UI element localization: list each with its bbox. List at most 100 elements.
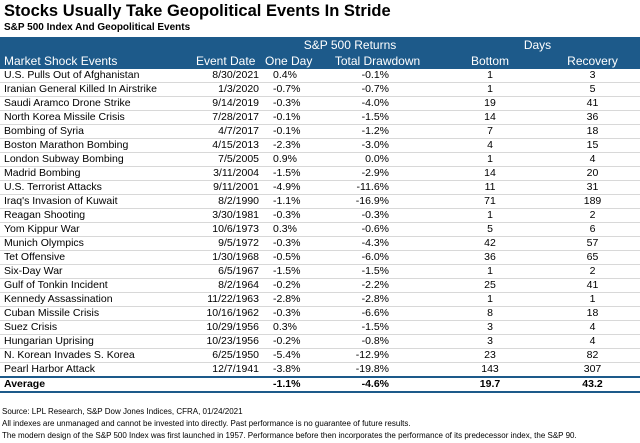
table-cell: Six-Day War (0, 264, 190, 279)
table-cell: -4.0% (320, 96, 436, 111)
table-cell: -0.3% (265, 236, 320, 251)
table-cell: -0.1% (265, 110, 320, 125)
table-cell: 3/30/1981 (190, 208, 265, 223)
table-row: Boston Marathon Bombing 4/15/2013 -2.3% -3.… (0, 138, 640, 153)
table-cell: Kennedy Assassination (0, 292, 190, 307)
column-header: Market Shock Events (0, 53, 190, 69)
average-row: Average -1.1% -4.6% 19.7 43.2 (0, 376, 640, 393)
table-cell: Iraq's Invasion of Kuwait (0, 194, 190, 209)
table-row: Madrid Bombing 3/11/2004 -1.5% -2.9% 14 20 (0, 166, 640, 181)
table-cell: 4/15/2013 (190, 138, 265, 153)
table-cell: 0.4% (265, 69, 320, 83)
table-cell: 36 (545, 110, 640, 125)
footnote: All indexes are unmanaged and cannot be … (2, 419, 411, 428)
average-cell: 19.7 (435, 376, 546, 393)
table-cell: Suez Crisis (0, 320, 190, 335)
table-cell: 1 (545, 292, 640, 307)
table-row: Pearl Harbor Attack 12/7/1941 -3.8% -19.8% 1… (0, 362, 640, 378)
table-cell: 9/14/2019 (190, 96, 265, 111)
table-row: Reagan Shooting 3/30/1981 -0.3% -0.3% 1 2 (0, 208, 640, 223)
table-cell: 7/28/2017 (190, 110, 265, 125)
table-cell: 14 (435, 166, 546, 181)
table-cell: -0.3% (265, 306, 320, 321)
table-cell: Bombing of Syria (0, 124, 190, 139)
table-cell: -0.2% (265, 278, 320, 293)
table-cell: 18 (545, 306, 640, 321)
average-cell: -1.1% (265, 376, 320, 393)
table-cell: -0.3% (265, 96, 320, 111)
table-cell: 1/30/1968 (190, 250, 265, 265)
table-cell: -1.5% (320, 264, 436, 279)
table-cell: 4 (545, 334, 640, 349)
header-cell (0, 37, 265, 53)
table-cell: 8/30/2021 (190, 69, 265, 83)
table-cell: Madrid Bombing (0, 166, 190, 181)
table-cell: 5 (545, 82, 640, 97)
average-cell: Average (0, 376, 265, 393)
table-cell: -2.9% (320, 166, 436, 181)
table-cell: 2 (545, 264, 640, 279)
table-cell: Cuban Missile Crisis (0, 306, 190, 321)
table-row: N. Korean Invades S. Korea 6/25/1950 -5.4%… (0, 348, 640, 363)
table-cell: 0.3% (265, 222, 320, 237)
table-row: London Subway Bombing 7/5/2005 0.9% 0.0% 1 4 (0, 152, 640, 167)
table-cell: 1/3/2020 (190, 82, 265, 97)
table-cell: -6.6% (320, 306, 436, 321)
table-cell: -0.2% (265, 334, 320, 349)
table-row: Tet Offensive 1/30/1968 -0.5% -6.0% 36 65 (0, 250, 640, 265)
table-cell: 1 (435, 152, 546, 167)
table-cell: Iranian General Killed In Airstrike (0, 82, 190, 97)
table-cell: 14 (435, 110, 546, 125)
table-cell: Hungarian Uprising (0, 334, 190, 349)
table-cell: 1 (435, 69, 546, 83)
table-row: Gulf of Tonkin Incident 8/2/1964 -0.2% -2.2… (0, 278, 640, 293)
table-cell: -2.2% (320, 278, 436, 293)
group-header: Days (435, 37, 640, 53)
table-cell: -1.5% (265, 166, 320, 181)
table-cell: -16.9% (320, 194, 436, 209)
column-header: Event Date (190, 53, 265, 69)
table-cell: -4.3% (320, 236, 436, 251)
table-cell: -4.9% (265, 180, 320, 195)
table-cell: 10/16/1962 (190, 306, 265, 321)
table-row: Kennedy Assassination 11/22/1963 -2.8% -2.8… (0, 292, 640, 307)
table-cell: 1 (435, 208, 546, 223)
table-cell: -2.8% (320, 292, 436, 307)
table-cell: 25 (435, 278, 546, 293)
table-cell: -1.5% (320, 320, 436, 335)
table-cell: -0.1% (265, 124, 320, 139)
table-cell: 41 (545, 96, 640, 111)
table-cell: Munich Olympics (0, 236, 190, 251)
table-cell: 71 (435, 194, 546, 209)
table-cell: 10/23/1956 (190, 334, 265, 349)
table-row: U.S. Pulls Out of Afghanistan 8/30/2021 0.… (0, 69, 640, 83)
header-row: Market Shock Events Event Date One Day Tota… (0, 53, 640, 69)
table-cell: North Korea Missile Crisis (0, 110, 190, 125)
table-cell: 8/2/1990 (190, 194, 265, 209)
column-header: One Day (265, 53, 320, 69)
table-cell: 143 (435, 362, 546, 378)
table-row: Suez Crisis 10/29/1956 0.3% -1.5% 3 4 (0, 320, 640, 335)
table-cell: -0.7% (320, 82, 436, 97)
table-cell: London Subway Bombing (0, 152, 190, 167)
table-cell: 20 (545, 166, 640, 181)
table-cell: 42 (435, 236, 546, 251)
table-cell: U.S. Pulls Out of Afghanistan (0, 69, 190, 83)
table-cell: 189 (545, 194, 640, 209)
table-cell: U.S. Terrorist Attacks (0, 180, 190, 195)
column-header: Bottom (435, 53, 546, 69)
average-cell: -4.6% (320, 376, 436, 393)
table-cell: 3 (435, 320, 546, 335)
table-cell: 0.9% (265, 152, 320, 167)
table: S&P 500 Returns Days Market Shock Events Ev… (0, 37, 640, 393)
table-cell: -1.1% (265, 194, 320, 209)
table-row: Bombing of Syria 4/7/2017 -0.1% -1.2% 7 18 (0, 124, 640, 139)
table-cell: 6 (545, 222, 640, 237)
table-row: Saudi Aramco Drone Strike 9/14/2019 -0.3% -… (0, 96, 640, 111)
table-row: Six-Day War 6/5/1967 -1.5% -1.5% 1 2 (0, 264, 640, 279)
table-cell: -0.1% (320, 69, 436, 83)
column-header: Recovery (545, 53, 640, 69)
table-cell: 9/5/1972 (190, 236, 265, 251)
table-cell: -11.6% (320, 180, 436, 195)
